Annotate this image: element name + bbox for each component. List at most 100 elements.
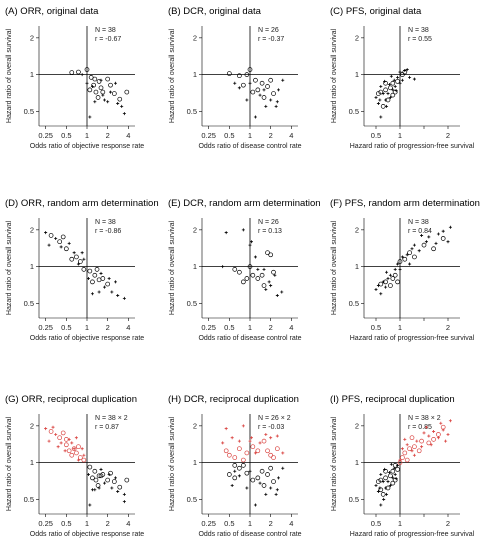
y-axis-label: Hazard ratio of overall survival: [169, 28, 176, 123]
y-tick-label: 2: [355, 421, 359, 430]
panel-7: (G) ORR, reciprocal duplication 0.25 0.5 1 2…: [5, 394, 144, 538]
data-point-circle: [390, 468, 396, 474]
data-point-cross: [275, 434, 279, 438]
data-point-cross: [262, 267, 266, 271]
panel-title: (D) ORR, random arm determination: [5, 198, 159, 209]
stat-annotation: N = 38: [408, 219, 429, 226]
data-point-cross: [408, 262, 412, 266]
data-point-cross: [394, 477, 398, 481]
x-tick-label: 1: [398, 131, 402, 140]
data-point-cross: [280, 290, 284, 294]
data-point-cross: [379, 292, 383, 296]
data-point-circle: [259, 272, 265, 278]
x-tick-label: 0.25: [201, 323, 216, 332]
data-point-cross: [269, 436, 273, 440]
data-point-circle: [250, 89, 256, 95]
data-point-cross: [387, 471, 391, 475]
stat-annotation: N = 26 × 2: [258, 415, 291, 422]
data-point-cross: [248, 81, 252, 85]
data-point-circle: [436, 432, 441, 437]
data-point-cross: [267, 280, 271, 284]
data-point-cross: [120, 104, 124, 108]
x-tick-label: 1: [248, 323, 252, 332]
data-point-cross: [63, 449, 67, 453]
x-tick-label: 2: [446, 519, 450, 528]
data-point-circle: [237, 73, 242, 79]
stat-annotation: N = 38: [95, 27, 116, 34]
data-point-cross: [253, 115, 257, 119]
data-point-cross: [103, 98, 107, 102]
data-point-cross: [376, 102, 380, 106]
y-tick-label: 0.5: [24, 107, 34, 116]
data-point-circle: [376, 91, 381, 96]
data-point-cross: [253, 255, 257, 259]
panel-title: (B) DCR, original data: [168, 6, 262, 17]
data-point-circle: [390, 480, 396, 486]
data-point-cross: [436, 232, 440, 236]
x-tick-label: 4: [126, 323, 130, 332]
data-point-circle: [395, 279, 400, 285]
x-axis-label: Odds ratio of disease control rate: [198, 335, 301, 342]
data-point-cross: [80, 251, 84, 255]
data-point-circle: [253, 77, 258, 83]
y-tick-label: 0.5: [187, 107, 197, 116]
panel-5: (E) DCR, random arm determination 0.25 0.5…: [168, 198, 321, 342]
data-point-cross: [249, 240, 253, 244]
data-point-cross: [389, 462, 393, 466]
stat-annotation: N = 38 × 2: [95, 415, 128, 422]
y-tick-label: 1: [355, 458, 359, 467]
data-point-circle: [240, 457, 246, 463]
x-tick-label: 4: [126, 519, 130, 528]
data-point-cross: [67, 241, 71, 245]
data-point-cross: [248, 243, 252, 247]
data-point-circle: [255, 276, 261, 281]
x-axis-label: Hazard ratio of progression-free surviva…: [350, 335, 475, 342]
data-point-cross: [275, 488, 279, 492]
data-point-cross: [410, 449, 414, 453]
data-point-cross: [224, 427, 228, 431]
data-point-cross: [237, 474, 241, 478]
data-point-cross: [396, 262, 400, 266]
data-point-circle: [383, 468, 388, 474]
data-point-cross: [122, 112, 126, 116]
data-point-cross: [392, 78, 396, 82]
x-tick-label: 0.5: [61, 519, 71, 528]
data-point-circle: [261, 438, 267, 444]
data-point-circle: [378, 477, 384, 483]
data-point-cross: [245, 486, 249, 490]
data-point-cross: [233, 81, 237, 85]
data-point-cross: [70, 441, 74, 445]
y-axis-label: Hazard ratio of overall survival: [6, 28, 13, 123]
data-point-circle: [397, 259, 403, 264]
data-point-cross: [116, 102, 120, 106]
data-point-cross: [385, 104, 389, 108]
data-point-circle: [390, 80, 396, 86]
data-point-circle: [265, 84, 270, 89]
data-point-cross: [275, 294, 279, 298]
x-tick-label: 0.5: [371, 323, 381, 332]
data-point-cross: [113, 280, 117, 284]
data-point-circle: [392, 89, 398, 95]
data-point-circle: [400, 455, 405, 460]
y-tick-label: 1: [193, 458, 197, 467]
data-point-cross: [386, 92, 390, 96]
data-point-circle: [240, 463, 246, 468]
data-point-circle: [255, 448, 261, 454]
y-tick-label: 2: [30, 225, 34, 234]
data-point-cross: [86, 276, 90, 280]
data-point-cross: [424, 240, 428, 244]
data-point-cross: [256, 267, 260, 271]
data-point-circle: [91, 82, 97, 88]
data-point-cross: [379, 115, 383, 119]
data-point-circle: [383, 475, 388, 481]
stat-annotation: N = 38: [95, 219, 116, 226]
data-point-circle: [419, 438, 424, 444]
data-point-circle: [226, 71, 232, 76]
data-point-cross: [93, 488, 97, 492]
panel-8: (H) DCR, reciprocal duplication 0.25 0.5 1 2…: [168, 394, 302, 538]
data-point-cross: [420, 233, 424, 237]
data-point-circle: [274, 446, 280, 452]
data-point-circle: [95, 95, 101, 100]
data-point-cross: [392, 466, 396, 470]
